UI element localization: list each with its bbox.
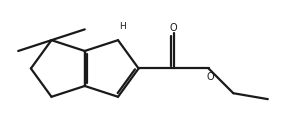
Text: O: O [206, 72, 214, 82]
Text: H: H [119, 22, 126, 31]
Text: O: O [170, 23, 177, 33]
